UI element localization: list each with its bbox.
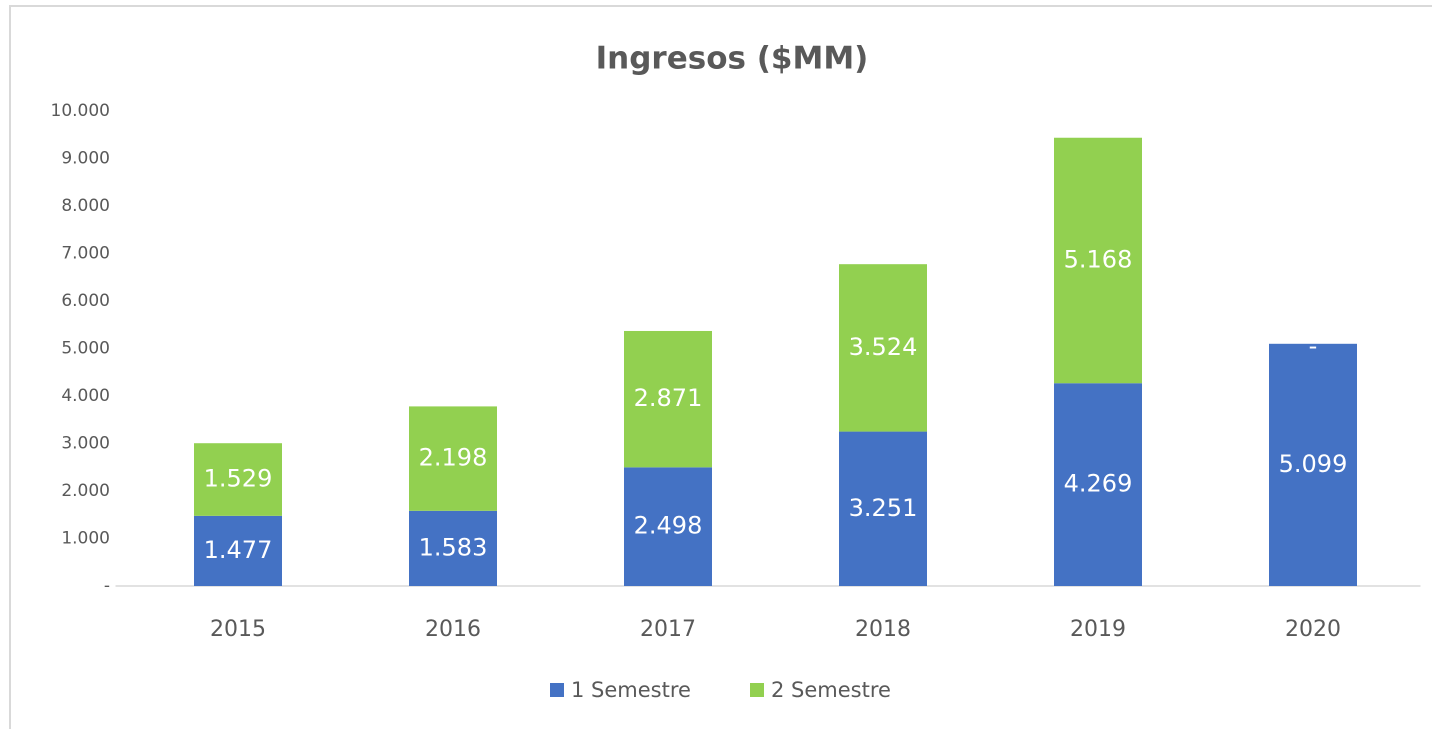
- y-tick-label: 2.000: [61, 481, 110, 501]
- legend-swatch: [550, 683, 564, 697]
- legend-label: 2 Semestre: [771, 678, 891, 702]
- x-tick-label: 2018: [855, 617, 911, 642]
- value-label: 2.498: [634, 512, 703, 540]
- x-tick-label: 2017: [640, 617, 696, 642]
- bar-segment: [194, 443, 282, 516]
- bar-segment: [194, 515, 282, 586]
- bar-segment: [409, 510, 497, 586]
- value-label: 5.099: [1279, 450, 1348, 478]
- bar-segment: [1054, 383, 1142, 586]
- value-label: 5.168: [1064, 245, 1133, 273]
- bar-segment: [1269, 343, 1357, 586]
- legend-swatch: [750, 683, 764, 697]
- x-tick-label: 2019: [1070, 617, 1126, 642]
- y-tick-label: 6.000: [61, 291, 110, 311]
- x-tick-label: 2015: [210, 617, 266, 642]
- y-tick-label: 7.000: [61, 244, 110, 264]
- y-tick-label: 5.000: [61, 339, 110, 359]
- value-label: 1.477: [204, 536, 273, 564]
- bar-segment: [624, 467, 712, 586]
- value-label: 3.524: [849, 333, 918, 361]
- chart-border: [9, 5, 1432, 729]
- y-tick-label: 4.000: [61, 386, 110, 406]
- chart-title: Ingresos ($MM): [596, 41, 869, 77]
- y-tick-label: 10.000: [51, 101, 110, 121]
- value-label: 2.871: [634, 384, 703, 412]
- x-tick-label: 2020: [1285, 617, 1341, 642]
- bar-segment: [839, 264, 927, 432]
- bar-segment: [1054, 137, 1142, 384]
- x-tick-label: 2016: [425, 617, 481, 642]
- value-label: -: [1309, 332, 1318, 360]
- legend-label: 1 Semestre: [571, 678, 691, 702]
- y-tick-label: 3.000: [61, 434, 110, 454]
- value-label: 3.251: [849, 494, 918, 522]
- bar-segment: [409, 406, 497, 511]
- value-label: 4.269: [1064, 470, 1133, 498]
- value-label: 1.583: [419, 533, 488, 561]
- value-label: 2.198: [419, 444, 488, 472]
- y-tick-label: 8.000: [61, 196, 110, 216]
- y-tick-label: -: [104, 576, 110, 596]
- y-tick-label: 9.000: [61, 149, 110, 169]
- bar-segment: [839, 431, 927, 586]
- y-tick-label: 1.000: [61, 529, 110, 549]
- bar-segment: [624, 330, 712, 468]
- value-label: 1.529: [204, 465, 273, 493]
